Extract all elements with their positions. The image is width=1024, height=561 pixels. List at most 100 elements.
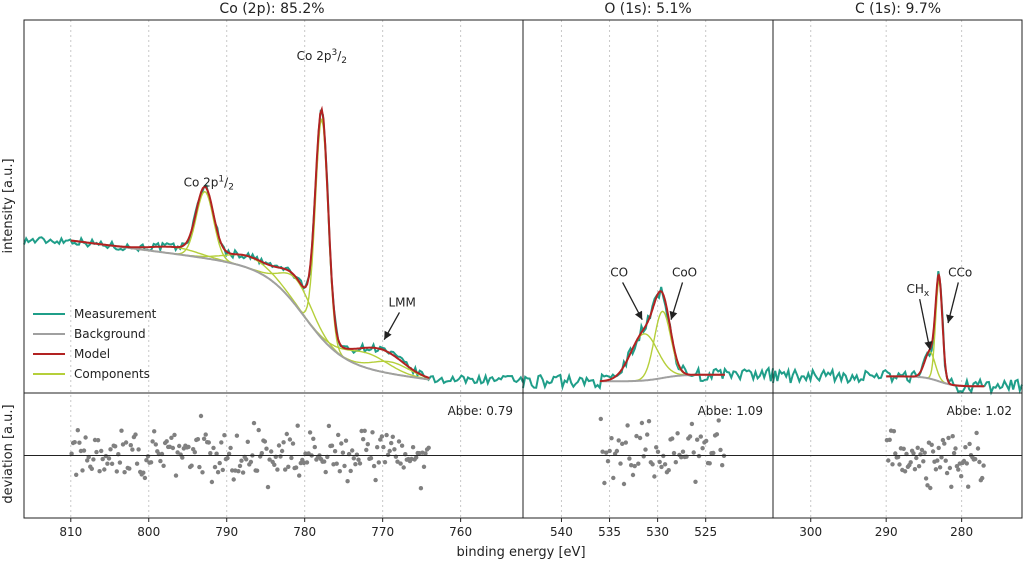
panel-c: Abbe: 1.02 300 290 280 CHx CCo bbox=[772, 19, 1023, 539]
residual-point bbox=[307, 430, 313, 435]
residual-point bbox=[284, 431, 289, 437]
residual-point bbox=[364, 447, 369, 453]
residual-point bbox=[636, 461, 641, 466]
residual-point bbox=[197, 464, 202, 470]
residual-point bbox=[99, 448, 104, 454]
residual-point bbox=[150, 439, 155, 444]
residual-point bbox=[212, 464, 218, 470]
residual-point bbox=[95, 438, 101, 443]
residual-point bbox=[964, 461, 969, 466]
residual-point bbox=[220, 467, 225, 473]
abbe-label-co: Abbe: 0.79 bbox=[448, 404, 513, 418]
residual-point bbox=[616, 438, 621, 443]
residual-point bbox=[148, 460, 154, 465]
residual-point bbox=[211, 445, 216, 451]
residual-point bbox=[248, 459, 254, 465]
residual-point bbox=[75, 428, 81, 433]
residual-point bbox=[100, 456, 105, 462]
residual-point bbox=[312, 444, 317, 450]
residual-point bbox=[306, 451, 311, 456]
residual-point bbox=[392, 447, 397, 452]
residual-point bbox=[123, 440, 129, 445]
residual-point bbox=[650, 462, 655, 467]
x-tick-label: 760 bbox=[449, 525, 472, 539]
residual-point bbox=[189, 463, 194, 468]
residual-point bbox=[69, 451, 74, 456]
residual-point bbox=[915, 445, 920, 450]
arrow-head-o-1 bbox=[669, 310, 678, 320]
peak-label-co-0: Co 2p3/2 bbox=[297, 48, 347, 66]
residual-point bbox=[953, 446, 958, 451]
residual-point bbox=[226, 451, 232, 456]
residual-point bbox=[365, 442, 370, 447]
x-tick-label: 810 bbox=[59, 525, 82, 539]
residual-point bbox=[602, 480, 607, 486]
residual-point bbox=[704, 438, 709, 444]
residual-point bbox=[219, 440, 224, 445]
residual-point bbox=[614, 448, 620, 454]
residual-point bbox=[222, 433, 227, 438]
residual-point bbox=[632, 463, 637, 469]
residual-point bbox=[901, 446, 906, 451]
residual-point bbox=[256, 427, 261, 433]
residual-point bbox=[382, 460, 388, 465]
residual-point bbox=[180, 455, 185, 460]
residual-point bbox=[345, 479, 350, 484]
residual-point bbox=[891, 429, 897, 434]
residual-point bbox=[634, 433, 639, 439]
residual-point bbox=[384, 432, 389, 438]
residual-point bbox=[707, 461, 712, 466]
residual-point bbox=[240, 470, 246, 475]
residual-point bbox=[700, 446, 705, 451]
residual-point bbox=[329, 443, 335, 448]
residual-point bbox=[117, 460, 123, 465]
x-tick-label: 800 bbox=[137, 525, 160, 539]
residual-point bbox=[153, 442, 158, 447]
abbe-label-c: Abbe: 1.02 bbox=[947, 404, 1012, 418]
residual-point bbox=[262, 439, 268, 444]
residual-point bbox=[323, 469, 328, 475]
residual-point bbox=[421, 464, 427, 469]
legend: Measurement Background Model Components bbox=[33, 307, 157, 381]
residual-point bbox=[245, 439, 250, 444]
residual-point bbox=[666, 468, 671, 473]
residual-point bbox=[696, 453, 702, 459]
residual-point bbox=[902, 469, 908, 474]
legend-model-label: Model bbox=[74, 347, 110, 361]
residual-point bbox=[89, 466, 95, 471]
residual-point bbox=[119, 428, 124, 433]
panel-title-co: Co (2p): 85.2% bbox=[219, 1, 324, 17]
residual-point bbox=[343, 438, 349, 443]
residual-point bbox=[691, 450, 696, 455]
panel-title-c: C (1s): 9.7% bbox=[855, 1, 941, 17]
residual-point bbox=[254, 468, 260, 473]
residual-point bbox=[922, 450, 927, 455]
residual-point bbox=[659, 464, 664, 470]
residual-point bbox=[893, 451, 898, 456]
residual-point bbox=[109, 461, 115, 466]
residual-point bbox=[662, 462, 668, 467]
arrow-head-o-0 bbox=[634, 310, 643, 320]
residual-point bbox=[170, 445, 176, 451]
residual-point bbox=[350, 448, 355, 453]
arrow-label-c-0: CHx bbox=[907, 282, 930, 299]
residual-point bbox=[423, 451, 428, 456]
residual-point bbox=[108, 447, 113, 452]
residual-point bbox=[105, 461, 110, 466]
residual-point bbox=[279, 448, 285, 454]
residual-point bbox=[975, 446, 981, 451]
residual-point bbox=[689, 421, 695, 427]
residual-point bbox=[269, 449, 274, 454]
residual-point bbox=[655, 449, 661, 454]
residual-point bbox=[598, 416, 603, 422]
residual-point bbox=[919, 447, 925, 453]
residual-point bbox=[943, 458, 948, 463]
residual-point bbox=[225, 455, 230, 461]
residual-point bbox=[164, 439, 169, 444]
residual-point bbox=[97, 469, 102, 474]
residual-point bbox=[673, 460, 678, 465]
residual-point bbox=[177, 443, 182, 449]
residual-point bbox=[215, 470, 221, 475]
residual-point bbox=[401, 465, 406, 470]
